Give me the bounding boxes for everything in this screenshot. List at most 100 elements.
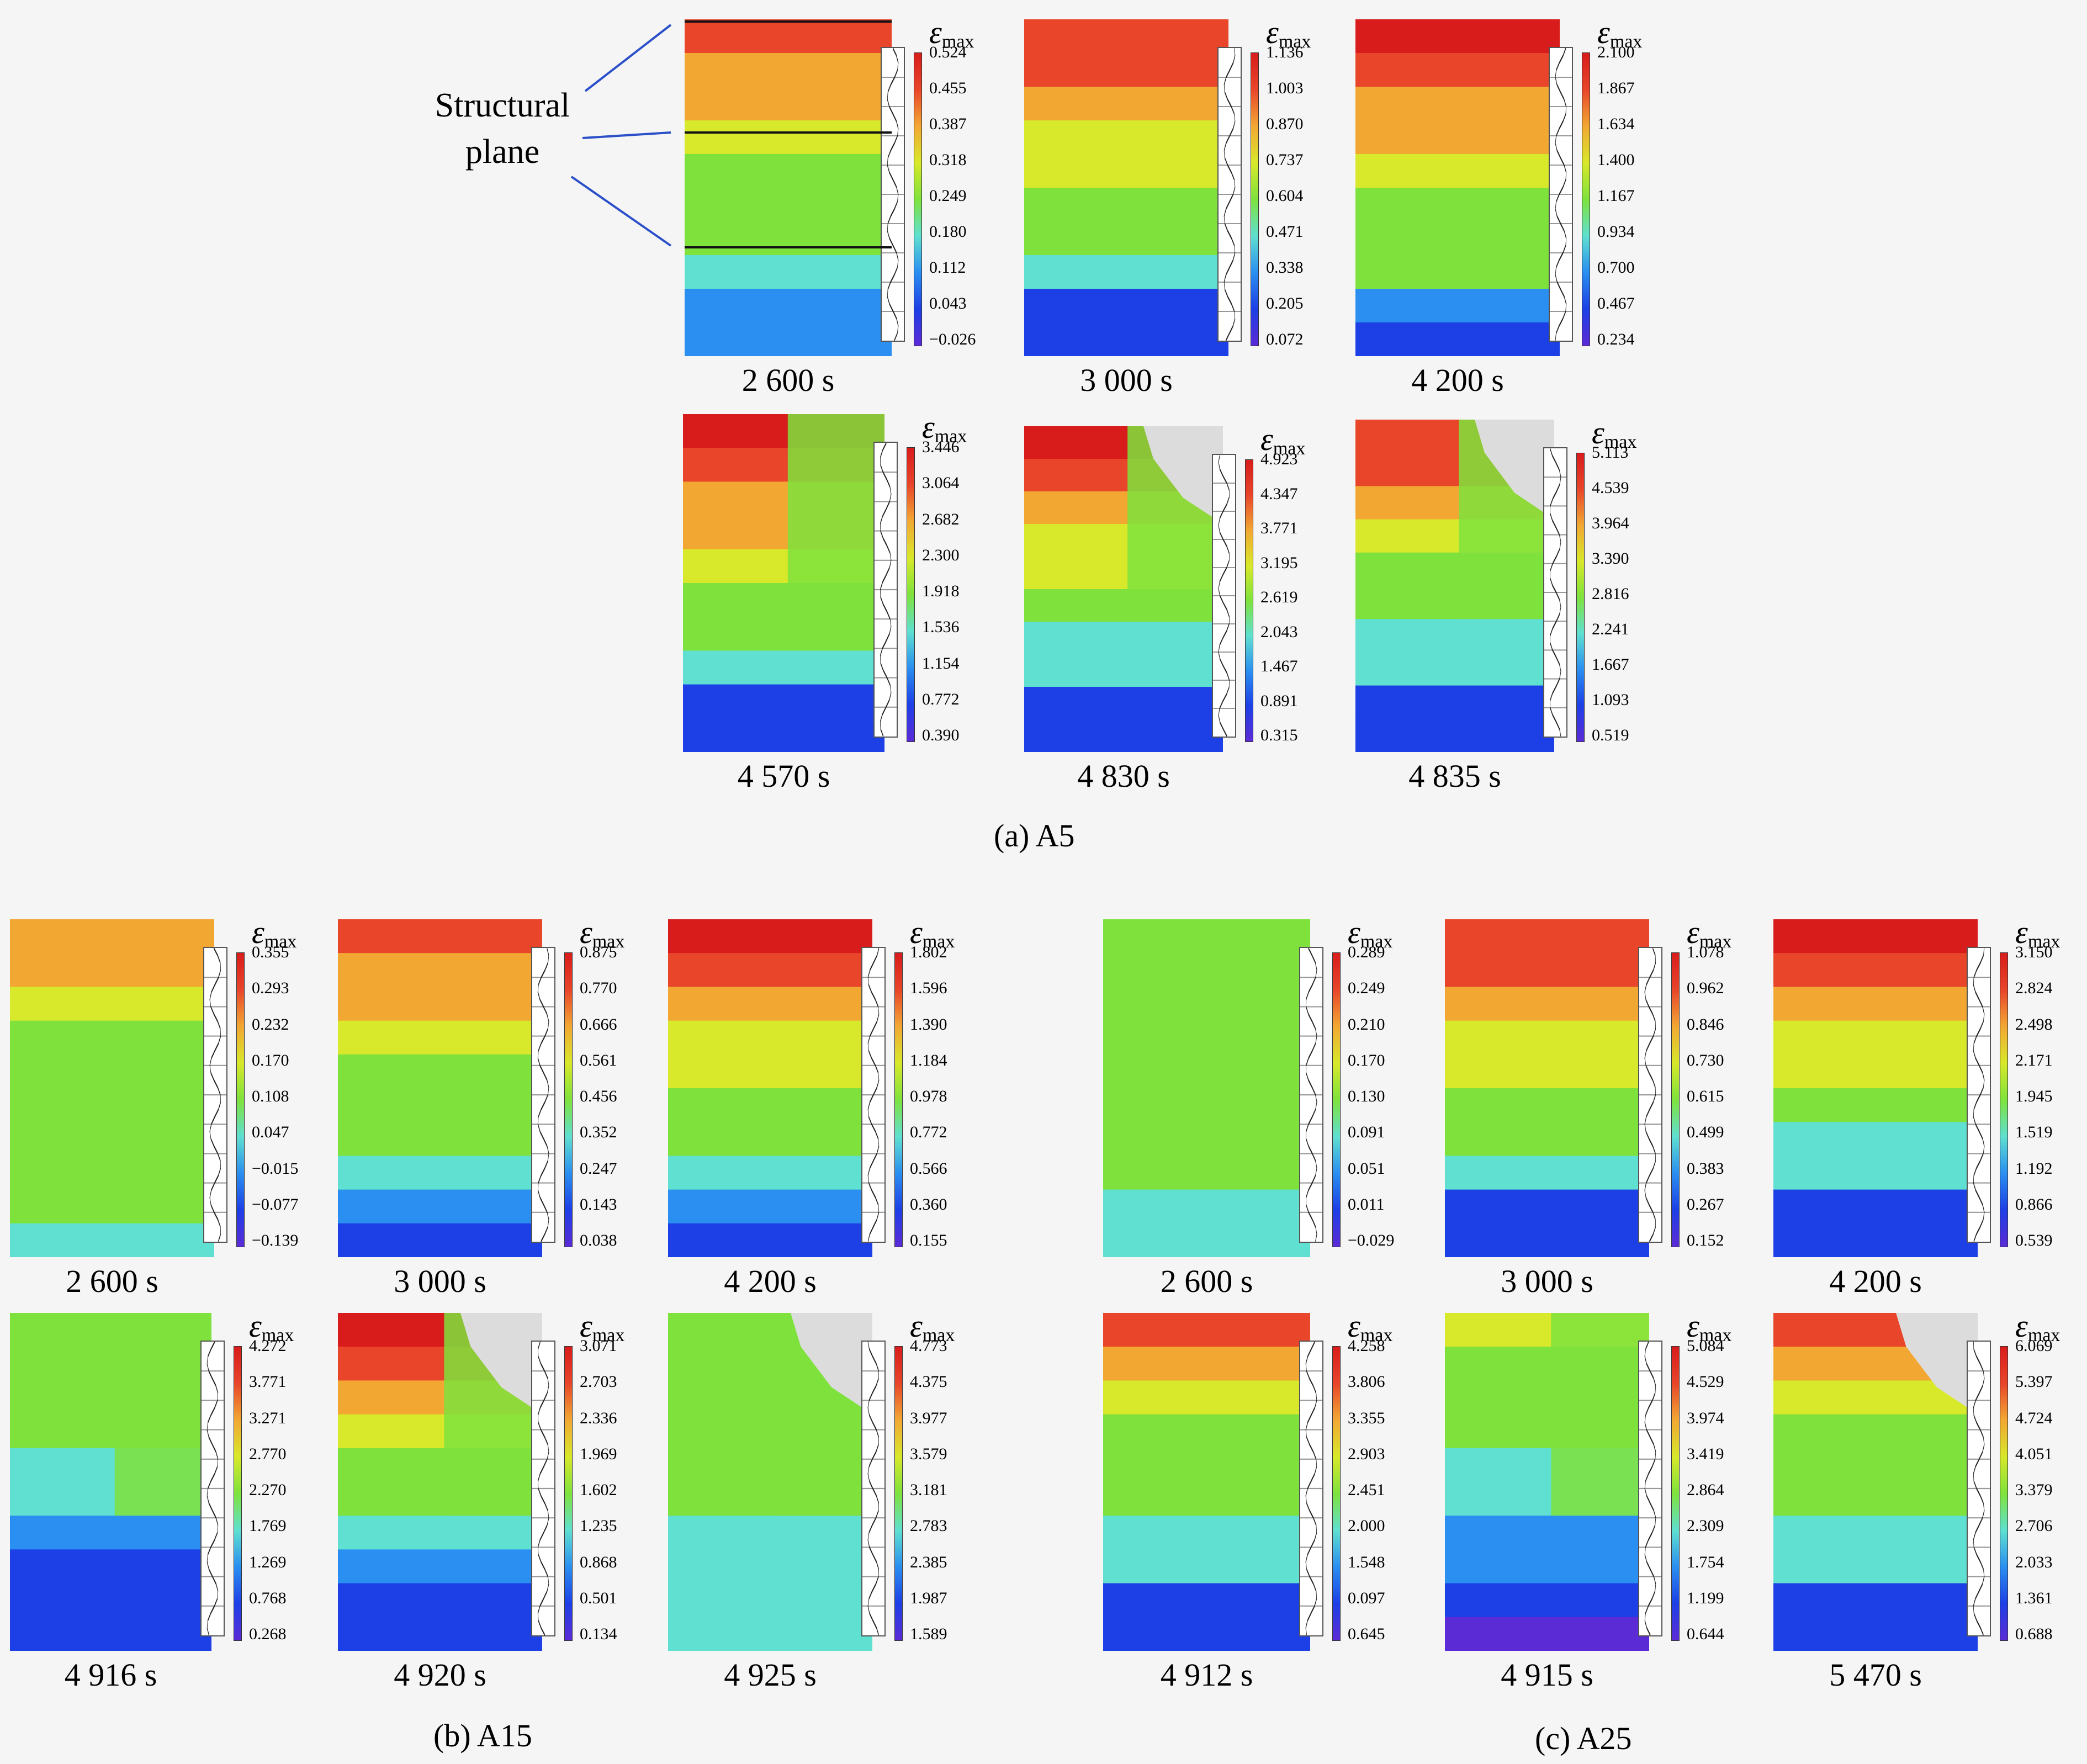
strain-band (683, 684, 884, 720)
colorbar-tick-label: 1.867 (1597, 79, 1635, 97)
colorbar-tick-label: 3.419 (1687, 1444, 1724, 1463)
colorbar-tick-label: 0.566 (910, 1159, 947, 1178)
strain-band (1103, 1482, 1310, 1518)
time-label: 4 200 s (1411, 362, 1504, 398)
strain-band (1445, 1122, 1649, 1158)
strain-contours (1773, 919, 1978, 1257)
colorbar-tick-label: 2.451 (1348, 1481, 1385, 1499)
caption-c: (c) A25 (1535, 1720, 1632, 1756)
strain-map (1355, 420, 1554, 752)
strain-band (1773, 1549, 1978, 1585)
colorbar-ticks: 0.524 0.455 0.387 0.318 0.249 0.180 0.112 0.043… (929, 44, 990, 348)
time-label: 2 600 s (66, 1263, 158, 1299)
colorbar-tick-label: 5.397 (2015, 1373, 2053, 1391)
strain-profile-box (1299, 1341, 1323, 1636)
strain-band (1024, 53, 1228, 89)
strain-band (668, 1516, 872, 1551)
strain-band (1103, 1223, 1310, 1257)
epsilon-subscript: max (1609, 31, 1643, 52)
colorbar-tick-label: 3.446 (922, 438, 960, 456)
colorbar-tick-label: 0.338 (1266, 258, 1304, 277)
epsilon-subscript: max (922, 1325, 955, 1345)
colorbar-tick-label: 0.772 (910, 1123, 947, 1142)
colorbar (234, 1346, 242, 1641)
epsilon-subscript: max (1699, 1325, 1732, 1345)
colorbar-tick-label: 0.978 (910, 1087, 947, 1105)
colorbar-tick-label: 0.770 (580, 979, 617, 998)
time-label: 4 830 s (1077, 758, 1170, 794)
strain-profile-line (1306, 948, 1317, 1242)
strain-band (10, 953, 214, 989)
strain-profile-line (1644, 1342, 1656, 1635)
colorbar-tick-label: 0.038 (580, 1231, 617, 1249)
strain-band (1103, 1313, 1310, 1349)
strain-band (1103, 1516, 1310, 1551)
strain-band (1445, 1020, 1649, 1056)
strain-contours (1024, 19, 1228, 356)
strain-contours (668, 1313, 872, 1651)
strain-band (1773, 1189, 1978, 1225)
strain-band (338, 1516, 542, 1551)
strain-band (1773, 1583, 1978, 1619)
colorbar-tick-label: 0.700 (1597, 258, 1635, 277)
epsilon-subscript: max (1360, 931, 1393, 952)
colorbar-tick-label: 1.802 (910, 943, 947, 961)
strain-band (1445, 1223, 1649, 1257)
colorbar-tick-label: 3.195 (1260, 553, 1298, 572)
strain-contours (668, 919, 872, 1257)
colorbar-tick-label: 4.375 (910, 1373, 947, 1391)
strain-map (683, 414, 884, 752)
strain-map (1355, 19, 1560, 356)
colorbar-tick-label: 2.100 (1597, 43, 1635, 61)
time-label: 4 570 s (737, 758, 830, 794)
colorbar-ticks: 4.773 4.375 3.977 3.579 3.181 2.783 2.385 1.987… (910, 1338, 971, 1643)
colorbar-tick-label: 0.234 (1597, 330, 1635, 348)
colorbar-tick-label: 0.962 (1687, 979, 1724, 998)
strain-profile-box (1638, 947, 1662, 1243)
strain-contours (1103, 1313, 1310, 1651)
strain-profile-box (1217, 47, 1242, 342)
colorbar-tick-label: 0.456 (580, 1087, 617, 1105)
strain-band (1103, 1054, 1310, 1090)
colorbar-ticks: 2.100 1.867 1.634 1.400 1.167 0.934 0.700 0.467… (1597, 43, 1658, 348)
strain-band (338, 1020, 542, 1056)
colorbar-tick-label: 3.271 (249, 1408, 287, 1427)
colorbar-tick-label: 0.180 (929, 223, 967, 241)
colorbar-title: εmax (1348, 917, 1392, 951)
colorbar-title: εmax (922, 411, 967, 446)
epsilon-symbol: ε (249, 1308, 262, 1344)
strain-map (1773, 919, 1978, 1257)
strain-profile-line (206, 1342, 219, 1635)
colorbar-tick-label: −0.077 (252, 1195, 299, 1214)
strain-band (1103, 1583, 1310, 1619)
strain-band (338, 1156, 542, 1191)
strain-profile-line (867, 1342, 880, 1635)
colorbar-tick-label: 2.241 (1592, 620, 1629, 638)
strain-band (1773, 1088, 1978, 1124)
strain-band (668, 987, 872, 1023)
colorbar-ticks: 5.084 4.529 3.974 3.419 2.864 2.309 1.754 1.199… (1687, 1338, 1747, 1643)
strain-contours (1445, 1313, 1649, 1651)
strain-band (1024, 87, 1228, 123)
strain-band (10, 1583, 211, 1619)
strain-profile-line (537, 948, 549, 1242)
colorbar-tick-label: 3.181 (910, 1481, 947, 1499)
strain-band (685, 322, 892, 356)
time-label: 5 470 s (1829, 1657, 1922, 1693)
colorbar-tick-label: 1.269 (249, 1553, 287, 1571)
strain-band (685, 87, 892, 123)
strain-band (683, 617, 884, 653)
colorbar-tick-label: 2.171 (2015, 1051, 2053, 1069)
colorbar-ticks: 1.078 0.962 0.846 0.730 0.615 0.499 0.383 0.267… (1687, 944, 1747, 1249)
strain-profile-line (209, 948, 221, 1242)
colorbar-tick-label: 1.536 (922, 618, 960, 637)
colorbar-title: εmax (1597, 17, 1642, 51)
strain-band (1355, 53, 1560, 89)
colorbar-tick-label: 0.011 (1348, 1195, 1385, 1214)
colorbar-tick-label: 0.072 (1266, 330, 1304, 348)
strain-band (1103, 1122, 1310, 1158)
strain-band (1445, 1516, 1649, 1551)
strain-band (1103, 1156, 1310, 1191)
